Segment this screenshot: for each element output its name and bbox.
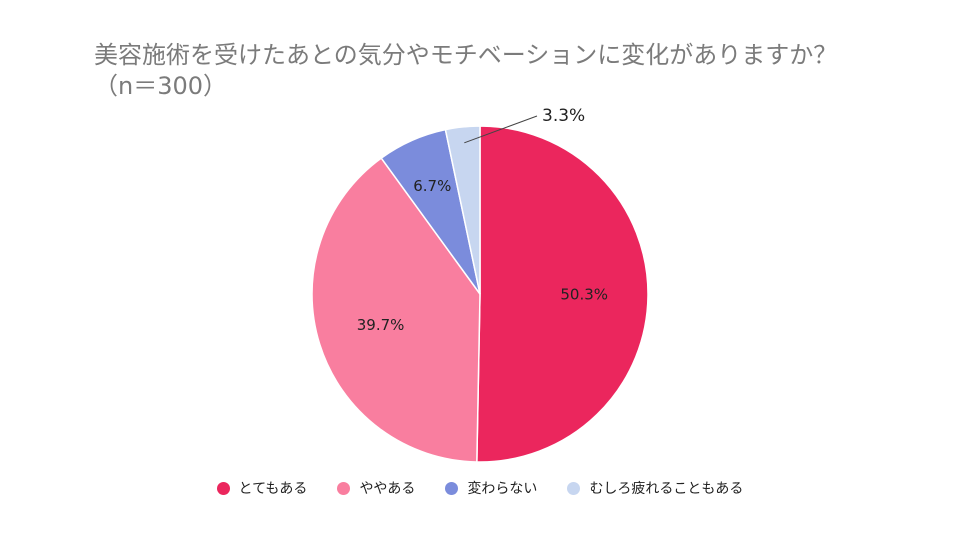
pie-slice-0 [476,125,649,463]
legend-label-0: とてもある [238,481,308,497]
legend-swatch-2 [445,481,459,495]
legend-swatch-0 [216,481,230,495]
legend-swatch-3 [567,481,581,495]
pie-labels: 50.3% 39.7% 6.7% 3.3% [357,106,608,334]
legend-item-0: とてもある [216,478,308,498]
data-label-3: 3.3% [542,106,585,126]
pie-slice-3 [444,125,481,295]
data-label-2: 6.7% [413,177,451,195]
legend-item-3: むしろ疲れることもある [567,478,743,498]
pie-slice-1 [311,157,481,463]
legend-label-2: 変わらない [467,481,538,497]
legend-swatch-1 [337,481,351,495]
chart-legend: とてもある ややある 変わらない むしろ疲れることもある [0,478,960,498]
data-label-1: 39.7% [357,316,405,334]
leader-line-3 [464,115,538,144]
legend-label-3: むしろ疲れることもある [589,481,744,497]
legend-item-1: ややある [337,478,415,498]
legend-label-1: ややある [359,481,416,497]
pie-slices [311,125,649,463]
data-label-0: 50.3% [560,286,608,304]
chart-title: 美容施術を受けたあとの気分やモチベーションに変化がありますか？（n＝300） [94,41,838,100]
legend-item-2: 変わらない [445,478,537,498]
